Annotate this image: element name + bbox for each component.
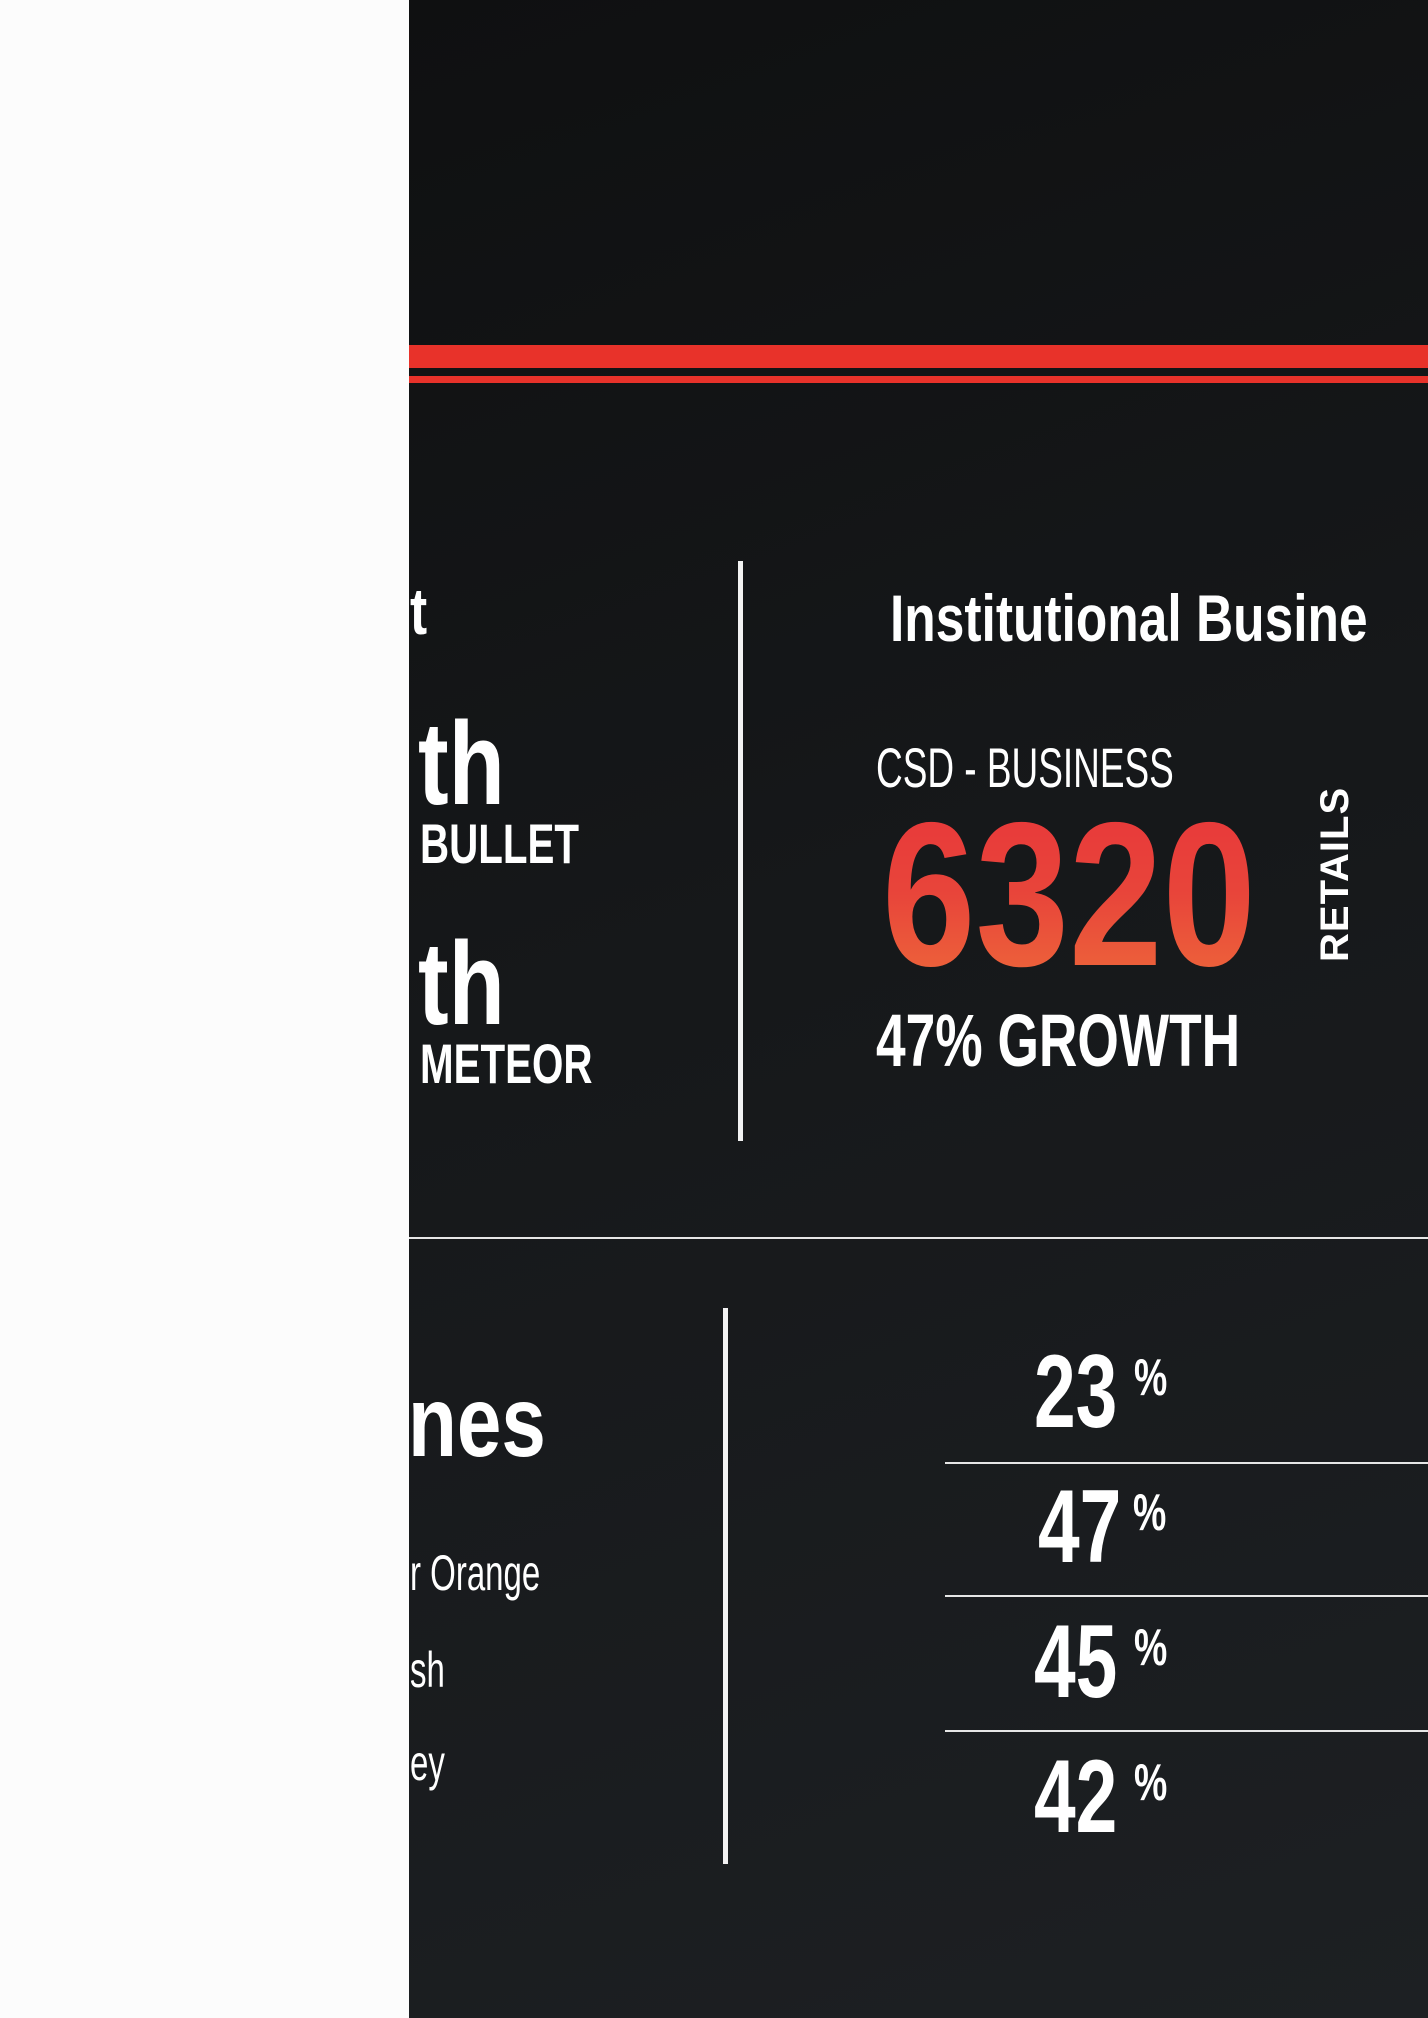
section-divider bbox=[409, 1237, 1428, 1239]
unit-label-retails: RETAILS bbox=[1313, 786, 1357, 962]
top-divider bbox=[738, 561, 743, 1141]
percentage-value: 23% bbox=[1034, 1334, 1168, 1450]
list-item: ey bbox=[410, 1735, 445, 1791]
retail-count: 6320 bbox=[882, 780, 1256, 1009]
red-stripe-thick bbox=[409, 345, 1428, 368]
red-stripe-thin bbox=[409, 376, 1428, 383]
growth-label: 47% GROWTH bbox=[876, 999, 1241, 1082]
rank-label-meteor: METEOR bbox=[420, 1032, 593, 1095]
list-item: sh bbox=[410, 1642, 445, 1698]
list-item: r Orange bbox=[410, 1545, 541, 1601]
bottom-divider bbox=[723, 1308, 728, 1864]
row-divider bbox=[945, 1462, 1428, 1464]
percentage-value: 42% bbox=[1034, 1739, 1168, 1855]
row-divider bbox=[945, 1595, 1428, 1597]
white-left-panel bbox=[0, 0, 409, 2018]
rank-suffix-2: th bbox=[418, 918, 505, 1050]
dark-background bbox=[409, 0, 1428, 2018]
category-label: CSD - BUSINESS bbox=[876, 736, 1174, 799]
left-title-fragment: t bbox=[410, 574, 428, 648]
percentage-value: 47% bbox=[1038, 1469, 1167, 1585]
bottom-title-fragment: nes bbox=[408, 1366, 546, 1478]
rank-label-bullet: BULLET bbox=[420, 812, 580, 875]
percentage-value: 45% bbox=[1034, 1604, 1168, 1720]
institutional-title: Institutional Busine bbox=[890, 581, 1368, 655]
rank-suffix-1: th bbox=[418, 698, 505, 830]
row-divider bbox=[945, 1730, 1428, 1732]
